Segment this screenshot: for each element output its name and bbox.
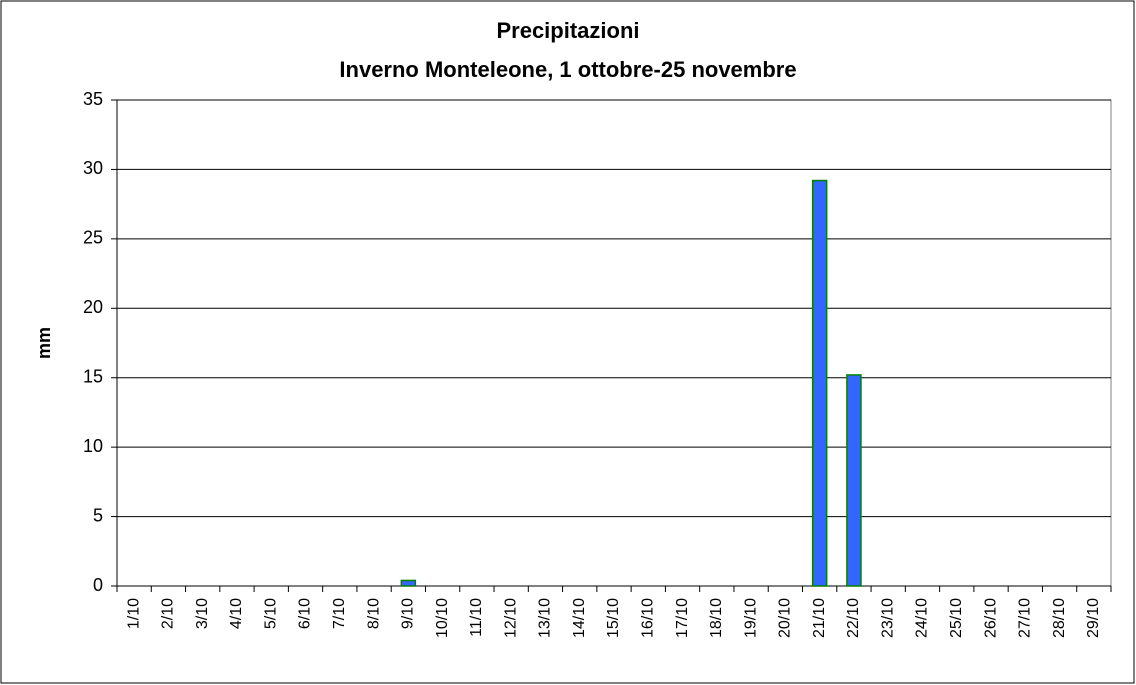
- x-tick-label: 20/10: [777, 598, 794, 638]
- x-tick-label: 21/10: [811, 598, 828, 638]
- x-tick-label: 24/10: [914, 598, 931, 638]
- x-tick-label: 9/10: [400, 598, 417, 629]
- x-tick-label: 8/10: [365, 598, 382, 629]
- x-tick-label: 1/10: [125, 598, 142, 629]
- x-tick-label: 6/10: [297, 598, 314, 629]
- x-tick-label: 26/10: [982, 598, 999, 638]
- y-axis-label: mm: [34, 327, 54, 359]
- y-tick-label: 10: [83, 436, 103, 456]
- y-tick-label: 20: [83, 297, 103, 317]
- y-tick-label: 0: [93, 575, 103, 595]
- chart-subtitle: Inverno Monteleone, 1 ottobre-25 novembr…: [339, 57, 796, 82]
- x-tick-label: 10/10: [434, 598, 451, 638]
- y-tick-label: 5: [93, 505, 103, 525]
- x-tick-label: 16/10: [639, 598, 656, 638]
- x-tick-label: 17/10: [674, 598, 691, 638]
- x-tick-label: 14/10: [571, 598, 588, 638]
- x-tick-label: 29/10: [1085, 598, 1102, 638]
- x-tick-label: 5/10: [262, 598, 279, 629]
- chart-title: Precipitazioni: [496, 18, 639, 43]
- x-tick-label: 25/10: [948, 598, 965, 638]
- bar: [400, 579, 417, 587]
- x-tick-label: 4/10: [228, 598, 245, 629]
- bar: [811, 179, 828, 587]
- x-tick-label: 23/10: [879, 598, 896, 638]
- x-tick-label: 19/10: [742, 598, 759, 638]
- x-tick-label: 3/10: [194, 598, 211, 629]
- x-tick-label: 18/10: [708, 598, 725, 638]
- x-tick-label: 11/10: [468, 598, 485, 637]
- x-tick-label: 12/10: [502, 598, 519, 638]
- y-tick-label: 35: [83, 89, 103, 109]
- bar: [846, 374, 862, 587]
- y-tick-label: 25: [83, 228, 103, 248]
- x-tick-label: 15/10: [605, 598, 622, 638]
- x-tick-label: 7/10: [331, 598, 348, 629]
- x-tick-label: 22/10: [845, 598, 862, 638]
- x-tick-label: 28/10: [1051, 598, 1068, 638]
- x-tick-label: 27/10: [1017, 598, 1034, 638]
- x-tick-label: 13/10: [537, 598, 554, 638]
- y-tick-label: 30: [83, 158, 103, 178]
- y-tick-label: 15: [83, 366, 103, 386]
- x-tick-label: 2/10: [160, 598, 177, 629]
